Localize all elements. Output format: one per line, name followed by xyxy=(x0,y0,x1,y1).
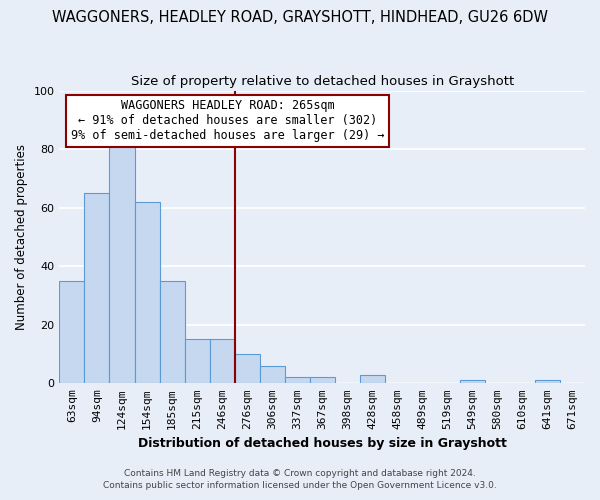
Bar xyxy=(360,374,385,384)
Bar xyxy=(85,193,109,384)
Title: Size of property relative to detached houses in Grayshott: Size of property relative to detached ho… xyxy=(131,75,514,88)
Bar xyxy=(59,281,85,384)
X-axis label: Distribution of detached houses by size in Grayshott: Distribution of detached houses by size … xyxy=(138,437,506,450)
Bar xyxy=(260,366,284,384)
Bar xyxy=(134,202,160,384)
Bar xyxy=(160,281,185,384)
Bar xyxy=(109,138,134,384)
Bar xyxy=(209,340,235,384)
Bar xyxy=(535,380,560,384)
Text: WAGGONERS HEADLEY ROAD: 265sqm
← 91% of detached houses are smaller (302)
9% of : WAGGONERS HEADLEY ROAD: 265sqm ← 91% of … xyxy=(71,100,385,142)
Bar xyxy=(310,378,335,384)
Bar xyxy=(284,378,310,384)
Text: Contains HM Land Registry data © Crown copyright and database right 2024.
Contai: Contains HM Land Registry data © Crown c… xyxy=(103,468,497,490)
Bar xyxy=(460,380,485,384)
Text: WAGGONERS, HEADLEY ROAD, GRAYSHOTT, HINDHEAD, GU26 6DW: WAGGONERS, HEADLEY ROAD, GRAYSHOTT, HIND… xyxy=(52,10,548,25)
Y-axis label: Number of detached properties: Number of detached properties xyxy=(15,144,28,330)
Bar xyxy=(235,354,260,384)
Bar xyxy=(185,340,209,384)
